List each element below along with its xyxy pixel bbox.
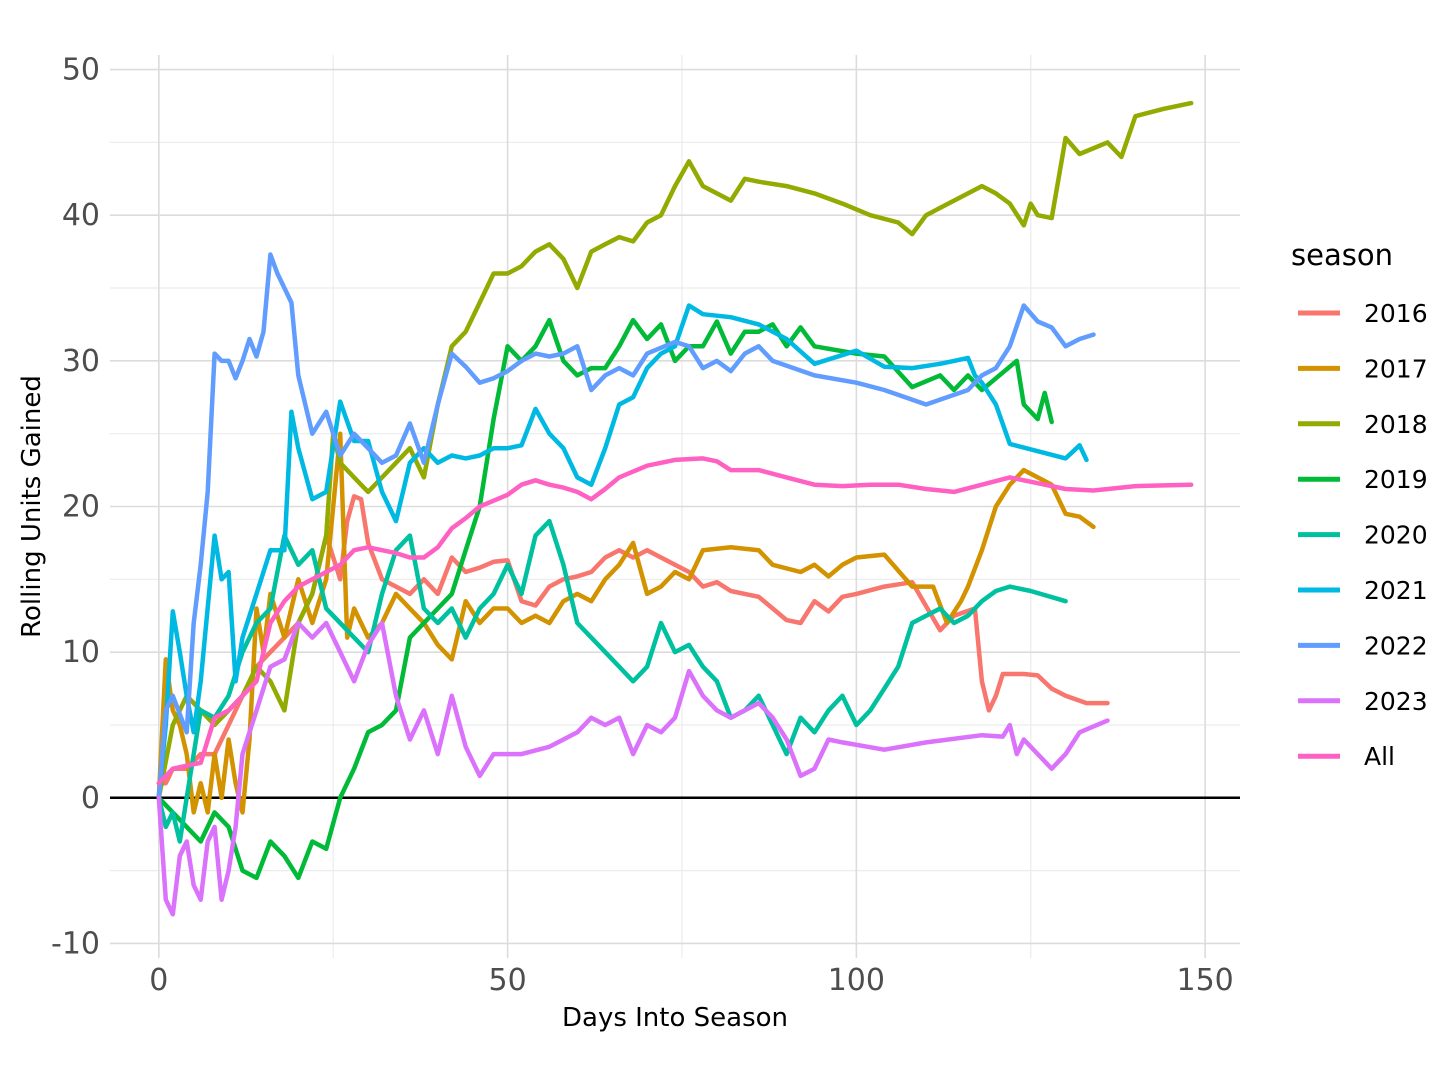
y-tick-label: 0: [81, 781, 100, 816]
legend-label: 2017: [1364, 354, 1428, 383]
y-tick-label: 10: [62, 635, 100, 670]
series-line-2018: [156, 100, 1194, 801]
series-lines: [156, 100, 1194, 917]
x-tick-label: 50: [488, 963, 526, 998]
legend-item: 2021: [1298, 576, 1428, 605]
legend-label: 2020: [1364, 521, 1428, 550]
legend: season 2016 2017 2018 2019 2020 2021 2022 2023 A…: [1291, 238, 1428, 771]
legend-label: 2016: [1364, 299, 1428, 328]
series-line-2023: [156, 620, 1110, 917]
x-tick-label: 100: [828, 963, 885, 998]
series-line-2020: [156, 518, 1068, 844]
legend-item: 2017: [1298, 354, 1428, 383]
legend-item: 2019: [1298, 465, 1428, 494]
legend-item: 2016: [1298, 299, 1428, 328]
legend-label: 2023: [1364, 687, 1428, 716]
legend-label: 2022: [1364, 631, 1428, 660]
series-line-all: [156, 456, 1194, 786]
y-tick-label: -10: [51, 926, 100, 961]
series-line-2017: [156, 431, 1096, 815]
y-tick-label: 50: [62, 53, 100, 88]
x-tick-label: 150: [1176, 963, 1233, 998]
legend-title: season: [1291, 238, 1393, 272]
y-axis-ticks: -10 0 10 20 30 40 50: [51, 53, 100, 962]
y-tick-label: 30: [62, 344, 100, 379]
legend-label: 2018: [1364, 410, 1428, 439]
legend-item: 2018: [1298, 410, 1428, 439]
series-line-2016: [156, 494, 1110, 786]
series-line-2021: [156, 303, 1089, 801]
y-tick-label: 40: [62, 198, 100, 233]
legend-item: 2022: [1298, 631, 1428, 660]
x-axis-ticks: 0 50 100 150: [149, 963, 1233, 998]
legend-label: All: [1364, 742, 1395, 771]
legend-item: All: [1298, 742, 1395, 771]
x-axis-title: Days Into Season: [562, 1003, 788, 1033]
legend-item: 2023: [1298, 687, 1428, 716]
series-line-2022: [156, 252, 1096, 801]
legend-label: 2021: [1364, 576, 1428, 605]
legend-label: 2019: [1364, 465, 1428, 494]
series-line-2019: [156, 317, 1054, 881]
legend-item: 2020: [1298, 521, 1428, 550]
y-tick-label: 20: [62, 490, 100, 525]
y-axis-title: Rolling Units Gained: [17, 375, 47, 638]
x-tick-label: 0: [149, 963, 168, 998]
